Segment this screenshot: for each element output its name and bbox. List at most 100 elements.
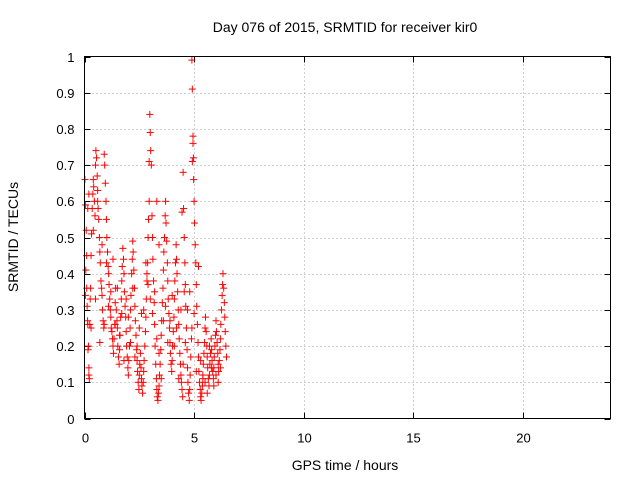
data-point xyxy=(131,302,139,310)
data-point xyxy=(86,320,94,328)
data-point xyxy=(194,353,202,361)
data-point xyxy=(180,288,188,296)
data-point xyxy=(146,110,154,118)
data-point xyxy=(106,306,114,314)
data-point xyxy=(85,364,93,372)
data-point xyxy=(171,259,179,267)
data-point xyxy=(150,277,158,285)
data-point xyxy=(109,255,117,263)
data-point xyxy=(188,324,196,332)
data-point xyxy=(194,262,202,270)
data-point xyxy=(166,317,174,325)
data-point xyxy=(164,277,172,285)
data-point xyxy=(158,299,166,307)
data-point xyxy=(214,378,222,386)
data-point xyxy=(122,328,130,336)
data-point xyxy=(181,259,189,267)
data-point xyxy=(155,382,163,390)
data-point xyxy=(179,393,187,401)
data-point xyxy=(187,335,195,343)
tick-layer xyxy=(84,56,611,420)
data-point xyxy=(107,324,115,332)
data-point xyxy=(112,306,120,314)
data-point xyxy=(189,139,197,147)
data-point xyxy=(216,364,224,372)
data-point xyxy=(147,147,155,155)
data-point xyxy=(220,284,228,292)
data-point xyxy=(208,346,216,354)
data-point xyxy=(138,382,146,390)
data-point xyxy=(186,371,194,379)
data-point xyxy=(91,212,99,220)
data-point xyxy=(140,367,148,375)
data-point xyxy=(137,310,145,318)
data-point xyxy=(196,386,204,394)
x-tick-label: 10 xyxy=(297,431,311,446)
data-point xyxy=(212,371,220,379)
data-point xyxy=(144,215,152,223)
data-point xyxy=(191,219,199,227)
data-point xyxy=(166,324,174,332)
data-point xyxy=(166,349,174,357)
data-point xyxy=(162,219,170,227)
data-point xyxy=(173,255,181,263)
data-point xyxy=(221,313,229,321)
data-point xyxy=(215,367,223,375)
data-point xyxy=(96,248,104,256)
data-point xyxy=(139,389,147,397)
data-point xyxy=(131,317,139,325)
data-point xyxy=(97,277,105,285)
data-point xyxy=(116,346,124,354)
y-tick-label: 0.3 xyxy=(56,303,74,318)
data-point xyxy=(175,320,183,328)
data-point xyxy=(201,313,209,321)
data-point xyxy=(124,364,132,372)
x-tick-label: 5 xyxy=(191,431,198,446)
data-point xyxy=(170,342,178,350)
data-point xyxy=(193,302,201,310)
data-point xyxy=(190,310,198,318)
data-point xyxy=(168,367,176,375)
y-tick-label: 0 xyxy=(67,412,74,427)
data-point xyxy=(160,248,168,256)
data-point xyxy=(115,360,123,368)
data-point xyxy=(149,255,157,263)
data-point xyxy=(127,291,135,299)
data-point xyxy=(184,378,192,386)
data-point xyxy=(133,342,141,350)
data-point xyxy=(160,234,168,241)
data-point xyxy=(146,295,154,303)
data-point xyxy=(103,234,111,241)
data-point xyxy=(98,291,106,299)
data-point xyxy=(185,396,193,404)
data-point xyxy=(146,129,154,137)
data-point xyxy=(164,295,172,303)
data-point xyxy=(105,302,113,310)
data-point xyxy=(96,259,104,267)
data-point xyxy=(92,147,100,155)
data-point xyxy=(147,161,155,169)
data-point xyxy=(216,346,224,354)
data-point xyxy=(203,353,211,361)
data-point xyxy=(177,378,185,386)
data-point xyxy=(207,349,215,357)
data-point xyxy=(219,270,227,278)
data-point xyxy=(125,342,133,350)
data-point xyxy=(208,364,216,372)
data-point xyxy=(193,320,201,328)
y-tick-label: 0.9 xyxy=(56,86,74,101)
data-point xyxy=(179,168,187,176)
data-point xyxy=(100,150,108,158)
data-point xyxy=(214,360,222,368)
data-point xyxy=(154,396,162,404)
data-point xyxy=(102,197,110,205)
data-point xyxy=(151,342,159,350)
data-point xyxy=(173,270,181,278)
data-point xyxy=(85,190,93,198)
data-point xyxy=(178,208,186,216)
data-point xyxy=(192,259,200,267)
data-point xyxy=(104,248,112,256)
data-point xyxy=(143,277,151,285)
data-point xyxy=(94,197,102,205)
data-point xyxy=(102,215,110,223)
